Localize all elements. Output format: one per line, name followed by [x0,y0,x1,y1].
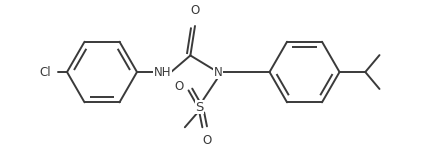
Text: O: O [175,80,184,93]
Text: O: O [202,134,211,147]
Text: NH: NH [154,66,171,79]
Text: Cl: Cl [40,66,51,79]
Text: O: O [191,4,200,17]
Text: S: S [195,101,204,114]
Text: N: N [214,66,222,79]
